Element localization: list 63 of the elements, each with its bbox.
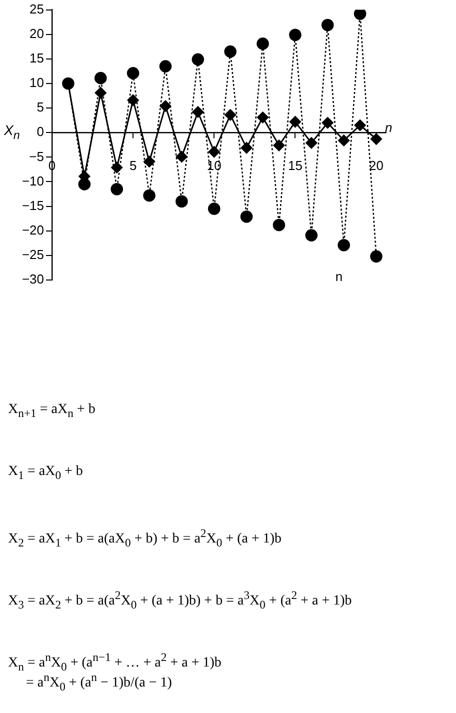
x-tick-label: 20 <box>369 158 384 173</box>
point <box>192 53 204 66</box>
point <box>111 162 123 174</box>
point <box>78 178 91 190</box>
x-tick-label: 10 <box>206 158 222 173</box>
point <box>354 10 366 20</box>
y-tick-label: −25 <box>22 247 44 262</box>
point <box>321 18 334 32</box>
point <box>257 112 269 124</box>
point <box>306 137 318 149</box>
point <box>338 134 350 146</box>
point <box>94 87 106 99</box>
point <box>144 156 156 168</box>
point <box>208 202 220 215</box>
point <box>370 250 382 263</box>
point <box>289 28 302 42</box>
point <box>370 133 382 145</box>
point <box>176 150 188 162</box>
x-axis-title: n <box>385 120 392 135</box>
point <box>159 60 172 72</box>
point <box>127 94 139 106</box>
y-tick-label: 20 <box>30 26 44 41</box>
point <box>273 140 285 152</box>
point <box>272 218 286 232</box>
point <box>94 72 107 84</box>
point <box>192 106 204 118</box>
y-tick-label: −10 <box>22 173 44 188</box>
y-tick-label: 10 <box>30 75 44 90</box>
point <box>224 109 236 121</box>
y-tick-label: −5 <box>29 148 44 164</box>
annotation: n <box>335 269 343 284</box>
text: X$_{n+1}$ = aX$_{n}$ + b <box>8 401 96 422</box>
text: X$_{1}$ = aX$_{0}$ + b <box>8 463 84 484</box>
y-tick-label: −30 <box>22 272 44 287</box>
point <box>110 182 124 196</box>
point <box>160 100 172 112</box>
point <box>256 38 269 50</box>
x-tick-label: 5 <box>129 158 137 173</box>
point <box>224 45 236 58</box>
point <box>62 77 74 90</box>
point <box>176 195 188 208</box>
text: X$_{n}$ = a$^{n}$X$_{0}$ + (a$^{n−1}$ + … + a$^{2}$ + a + 1)b <box>8 651 222 674</box>
text: X$_{3}$ = aX$_{2}$ + b = a(a$^{2}$X$_{0}$ + (a + 1)b) + b = a$^{3}$X$_{0}$ + (a$^{2}$ + a + 1)b <box>8 589 352 612</box>
point <box>289 116 301 128</box>
point <box>354 120 366 131</box>
x-tick-label: 15 <box>288 158 302 173</box>
text: = a$^{n}$X$_{0}$ + (a$^{n}$ − 1)b/(a − 1) <box>26 671 172 694</box>
y-tick-label: 5 <box>36 100 44 115</box>
point <box>208 146 220 158</box>
point <box>305 229 318 242</box>
point <box>338 238 350 252</box>
point <box>240 210 253 223</box>
y-axis-title: X$_{n}$ <box>4 122 20 142</box>
y-tick-label: 15 <box>30 50 44 66</box>
text: X$_{2}$ = aX$_{1}$ + b = a(aX$_{0}$ + b) + b = a$^{2}$X$_{0}$ + (a + 1)b <box>8 527 282 550</box>
point <box>143 189 156 202</box>
point <box>240 142 252 154</box>
y-tick-label: −15 <box>22 198 44 213</box>
y-tick-label: −20 <box>22 222 44 238</box>
y-tick-label: 0 <box>36 124 44 140</box>
y-tick-label: 25 <box>30 1 44 16</box>
point <box>322 117 334 129</box>
point <box>126 67 140 80</box>
